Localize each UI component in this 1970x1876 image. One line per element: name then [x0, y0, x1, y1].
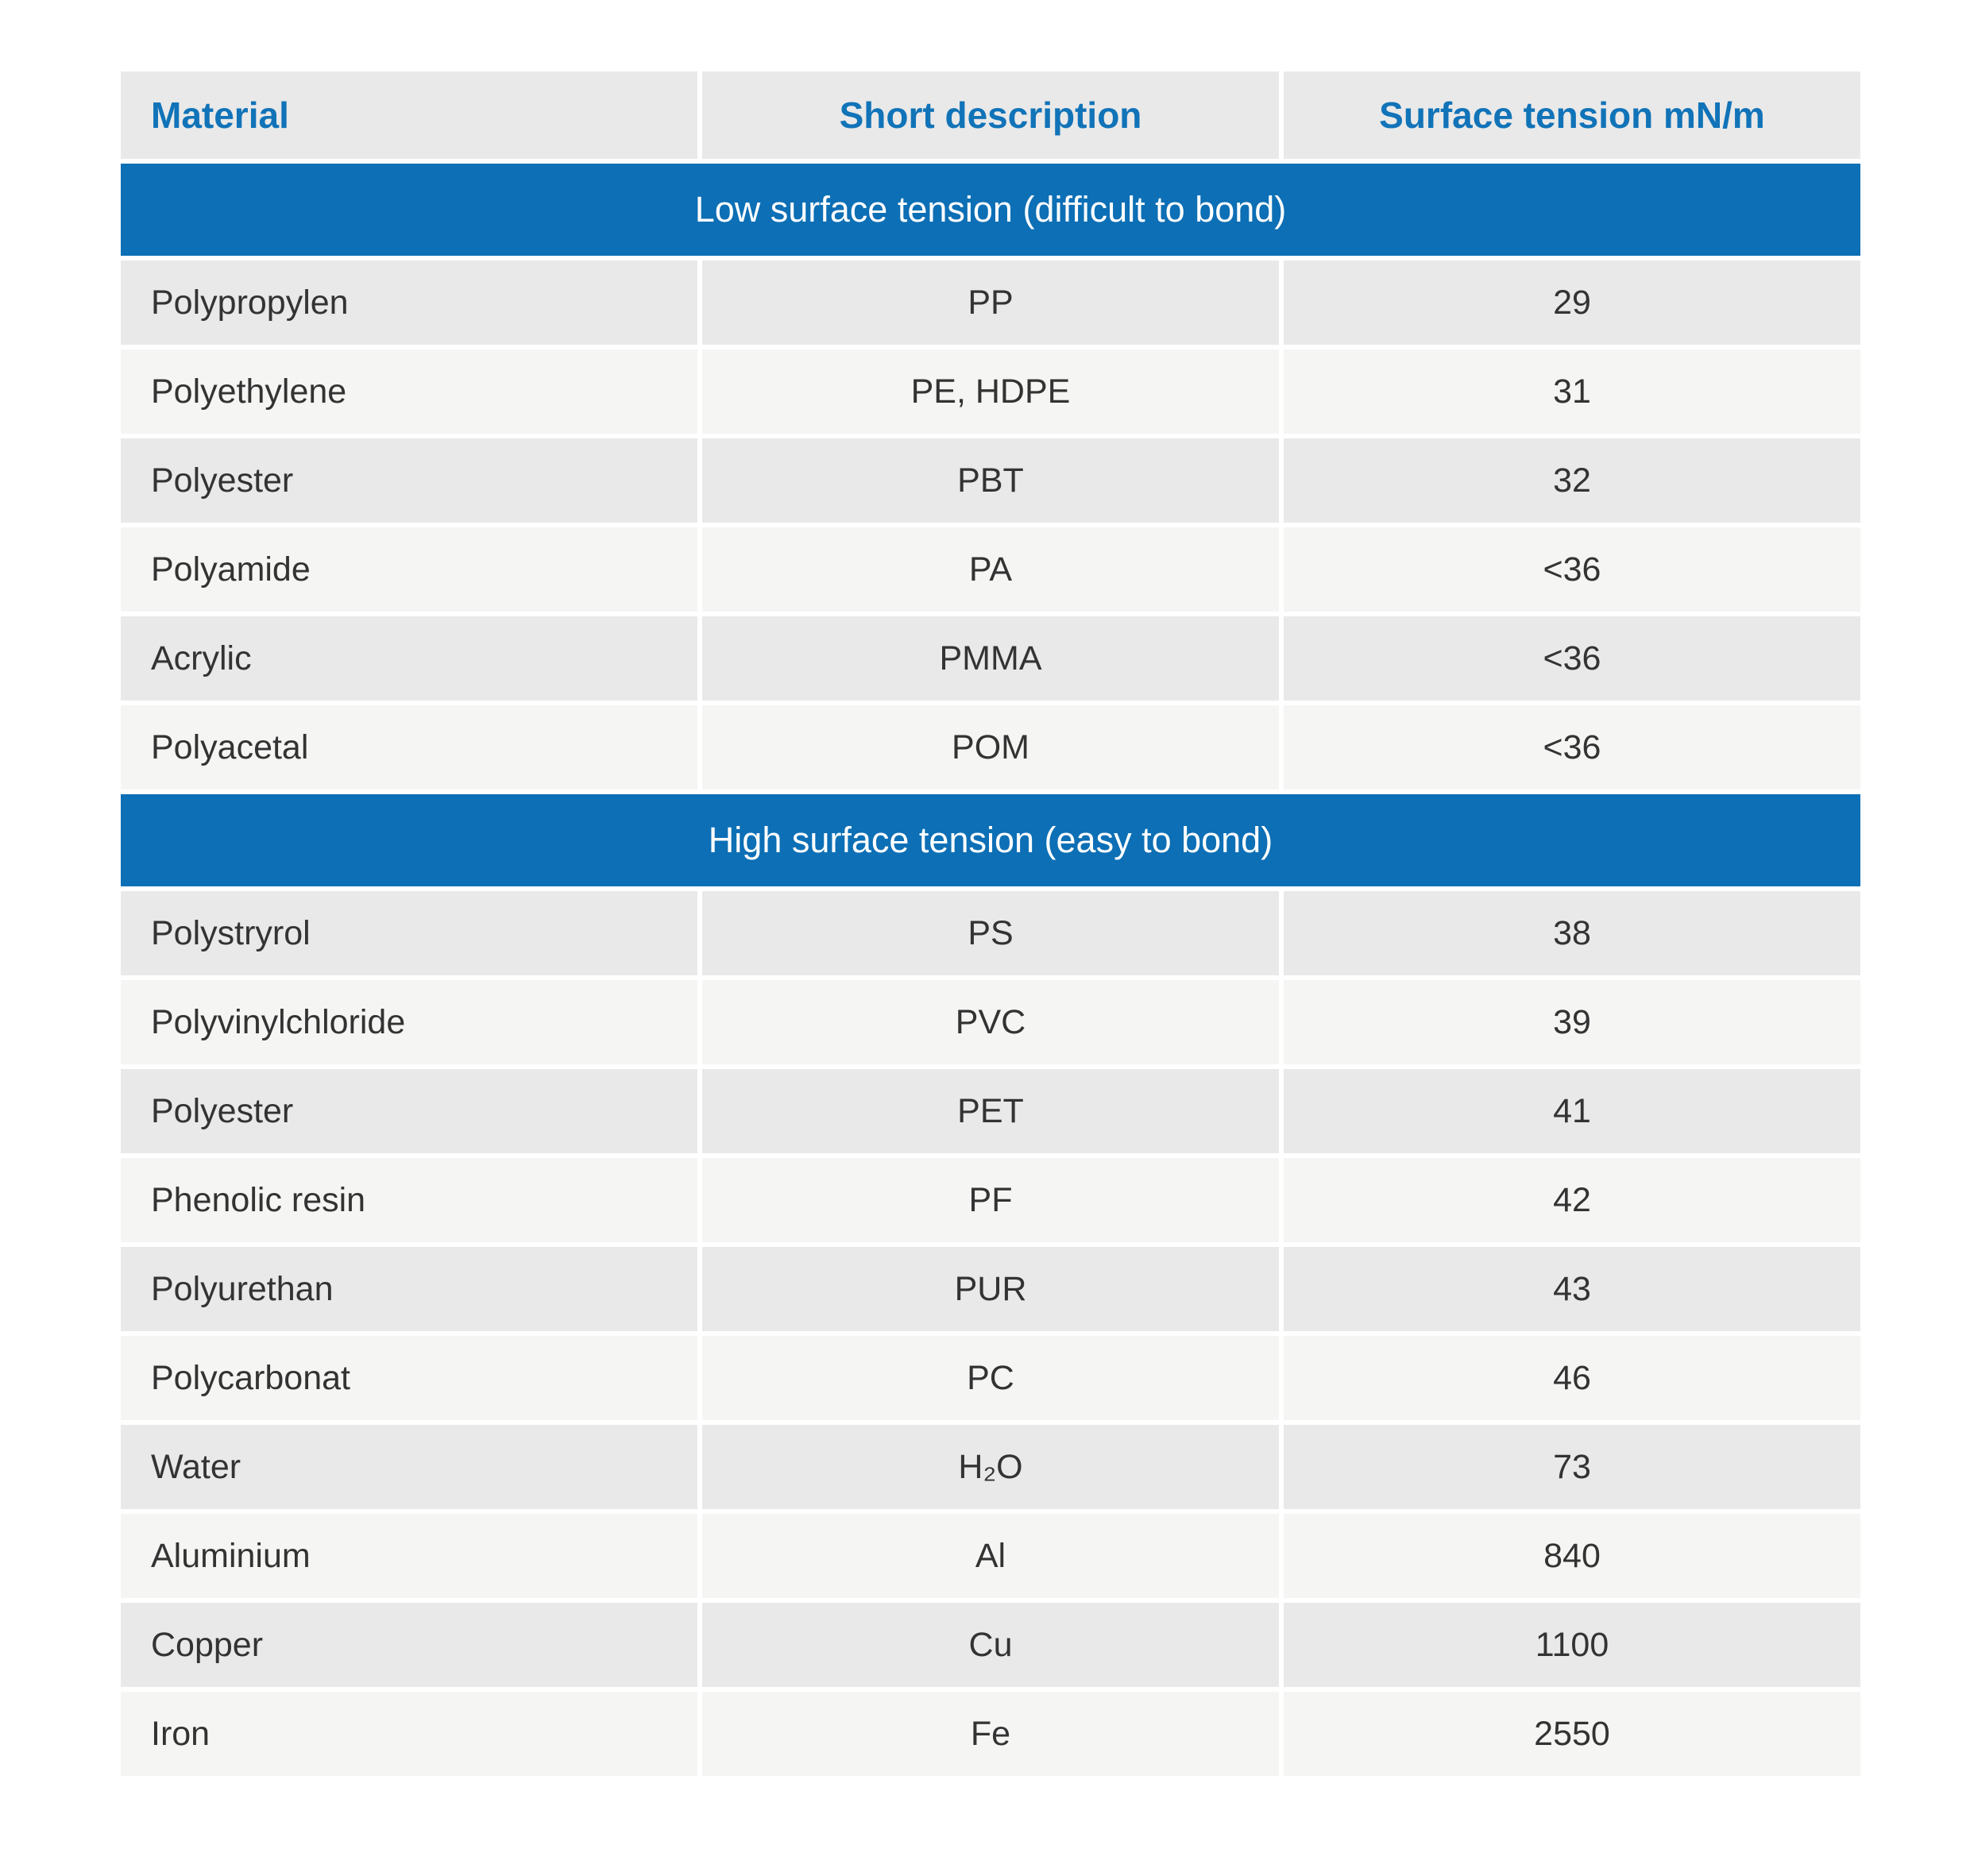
surface-tension-cell: 31: [1284, 349, 1860, 434]
surface-tension-cell: 2550: [1284, 1692, 1860, 1776]
material-cell: Iron: [121, 1692, 697, 1776]
material-cell: Polycarbonat: [121, 1336, 697, 1420]
short-description-cell: PS: [702, 891, 1279, 975]
surface-tension-cell: 41: [1284, 1069, 1860, 1153]
material-cell: Water: [121, 1425, 697, 1509]
short-description-cell: PC: [702, 1336, 1279, 1420]
short-description-cell: PF: [702, 1158, 1279, 1242]
material-cell: Polyethylene: [121, 349, 697, 434]
surface-tension-cell: 1100: [1284, 1603, 1860, 1687]
short-description-cell: PBT: [702, 438, 1279, 523]
surface-tension-cell: 42: [1284, 1158, 1860, 1242]
surface-tension-cell: 29: [1284, 261, 1860, 345]
surface-tension-cell: 840: [1284, 1514, 1860, 1598]
material-cell: Polyamide: [121, 527, 697, 612]
material-cell: Polyester: [121, 438, 697, 523]
column-header-short-description: Short description: [702, 71, 1279, 159]
section-header-banner: Low surface tension (difficult to bond): [121, 164, 1860, 256]
short-description-cell: PE, HDPE: [702, 349, 1279, 434]
surface-tension-cell: 43: [1284, 1247, 1860, 1331]
surface-tension-cell: <36: [1284, 616, 1860, 701]
material-cell: Polyester: [121, 1069, 697, 1153]
short-description-cell: PMMA: [702, 616, 1279, 701]
section-header-banner: High surface tension (easy to bond): [121, 794, 1860, 886]
material-cell: Phenolic resin: [121, 1158, 697, 1242]
short-description-cell: PUR: [702, 1247, 1279, 1331]
short-description-cell: Fe: [702, 1692, 1279, 1776]
material-cell: Acrylic: [121, 616, 697, 701]
column-header-surface-tension: Surface tension mN/m: [1284, 71, 1860, 159]
material-cell: Aluminium: [121, 1514, 697, 1598]
surface-tension-cell: 46: [1284, 1336, 1860, 1420]
surface-tension-cell: 38: [1284, 891, 1860, 975]
material-cell: Copper: [121, 1603, 697, 1687]
surface-tension-cell: <36: [1284, 527, 1860, 612]
material-cell: Polyvinylchloride: [121, 980, 697, 1064]
material-cell: Polypropylen: [121, 261, 697, 345]
short-description-cell: POM: [702, 705, 1279, 789]
surface-tension-cell: <36: [1284, 705, 1860, 789]
short-description-cell: PET: [702, 1069, 1279, 1153]
surface-tension-cell: 39: [1284, 980, 1860, 1064]
column-header-material: Material: [121, 71, 697, 159]
short-description-cell: PVC: [702, 980, 1279, 1064]
material-cell: Polyurethan: [121, 1247, 697, 1331]
short-description-cell: Cu: [702, 1603, 1279, 1687]
surface-tension-table: Material Short description Surface tensi…: [121, 71, 1860, 1776]
short-description-cell: Al: [702, 1514, 1279, 1598]
short-description-cell: H₂O: [702, 1425, 1279, 1509]
material-cell: Polyacetal: [121, 705, 697, 789]
short-description-cell: PP: [702, 261, 1279, 345]
surface-tension-cell: 73: [1284, 1425, 1860, 1509]
short-description-cell: PA: [702, 527, 1279, 612]
surface-tension-cell: 32: [1284, 438, 1860, 523]
material-cell: Polystryrol: [121, 891, 697, 975]
